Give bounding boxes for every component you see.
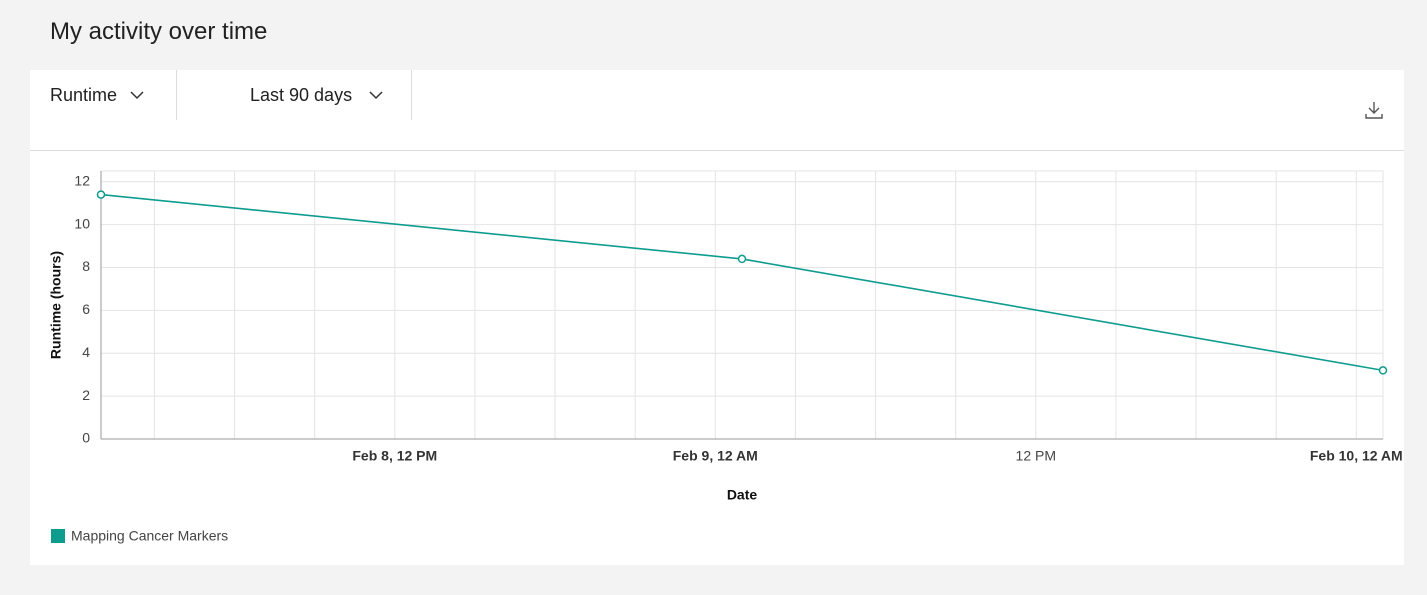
x-tick-label: Feb 8, 12 PM bbox=[352, 448, 437, 464]
y-tick-label: 2 bbox=[82, 387, 90, 403]
data-point bbox=[1378, 366, 1388, 375]
x-tick-label: 12 PM bbox=[1016, 448, 1056, 464]
x-tick-label: Feb 10, 12 AM bbox=[1310, 448, 1403, 464]
y-axis-label: Runtime (hours) bbox=[48, 251, 64, 359]
y-tick-label: 6 bbox=[82, 301, 90, 317]
download-button[interactable] bbox=[1364, 100, 1384, 120]
y-tick-label: 0 bbox=[82, 430, 90, 446]
chevron bbox=[130, 91, 144, 100]
period-dropdown[interactable]: Last 90 days bbox=[250, 70, 384, 120]
data-point bbox=[96, 190, 106, 199]
series-line bbox=[100, 193, 1384, 372]
y-tick-label: 4 bbox=[82, 344, 90, 360]
page-title: My activity over time bbox=[50, 18, 268, 45]
metric-label: Runtime bbox=[50, 84, 118, 105]
x-tick-label: Feb 9, 12 AM bbox=[673, 448, 758, 464]
divider bbox=[30, 150, 1404, 151]
data-point bbox=[737, 254, 747, 264]
x-axis-label: Date bbox=[727, 487, 758, 503]
card: Runtime Last 90 days bbox=[30, 70, 1404, 565]
y-tick-label: 12 bbox=[74, 172, 90, 188]
chevron bbox=[369, 91, 383, 100]
y-tick-label: 10 bbox=[74, 215, 90, 231]
plot-frame bbox=[100, 170, 1384, 440]
period-label: Last 90 days bbox=[250, 84, 353, 105]
separator bbox=[411, 70, 412, 120]
legend-swatch bbox=[51, 529, 65, 543]
metric-dropdown[interactable]: Runtime bbox=[50, 70, 145, 120]
separator bbox=[176, 70, 177, 120]
y-tick-label: 8 bbox=[82, 258, 90, 274]
legend-label: Mapping Cancer Markers bbox=[71, 528, 228, 544]
